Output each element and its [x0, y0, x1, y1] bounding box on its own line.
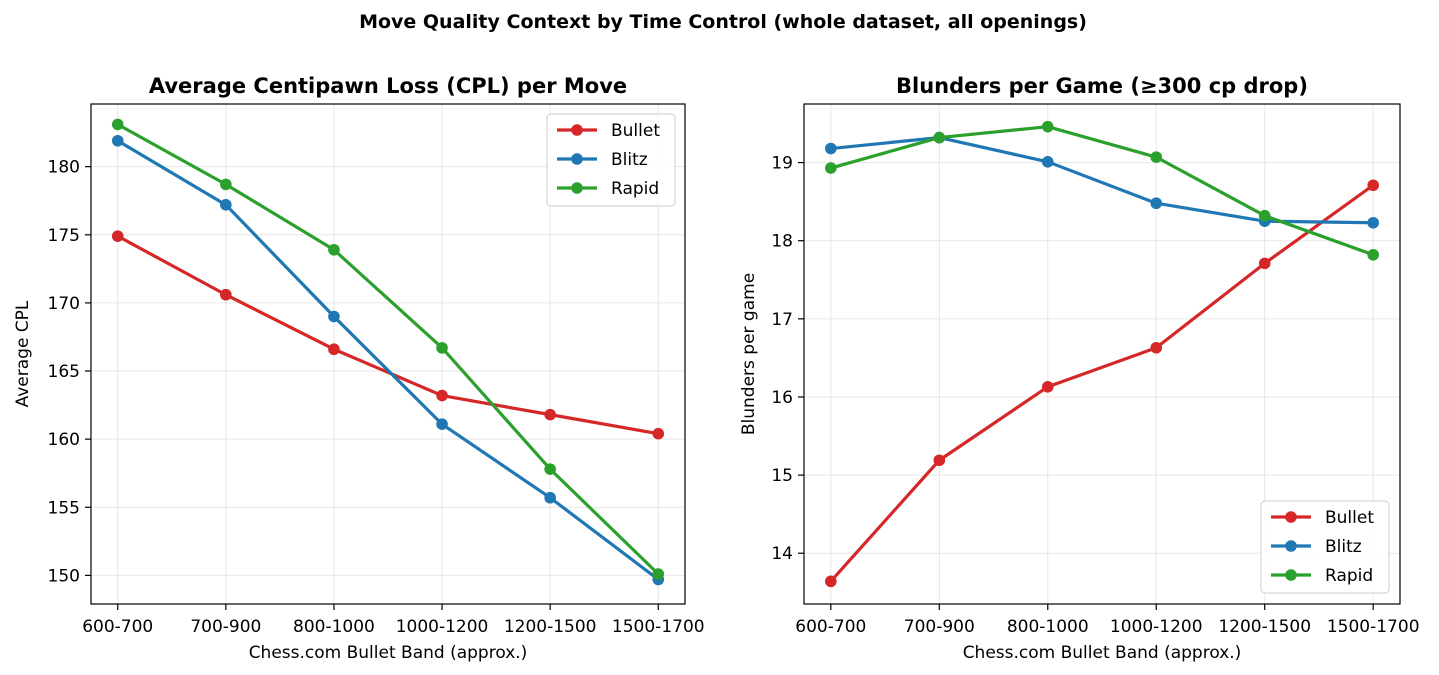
- cpl-x-tick-label: 700-900: [190, 617, 261, 637]
- cpl-point-bullet: [544, 408, 556, 421]
- cpl-point-blitz: [111, 134, 124, 147]
- cpl-y-tick-label: 170: [48, 294, 80, 314]
- blunders-point-blitz: [1150, 197, 1163, 210]
- cpl-x-axis-label: Chess.com Bullet Band (approx.): [249, 643, 528, 663]
- cpl-point-rapid: [220, 178, 232, 191]
- blunders-point-rapid: [1041, 120, 1054, 133]
- blunders-point-blitz: [1367, 216, 1379, 229]
- cpl-y-tick-label: 160: [48, 430, 80, 450]
- cpl-series-bullet: [111, 230, 665, 440]
- cpl-y-tick-label: 155: [48, 498, 80, 518]
- cpl-point-blitz: [328, 310, 340, 323]
- blunders-point-bullet: [933, 454, 946, 467]
- blunders-point-rapid: [933, 131, 946, 144]
- cpl-point-bullet: [436, 389, 448, 402]
- blunders-legend-label-rapid: Rapid: [1325, 566, 1373, 586]
- blunders-x-tick-label: 1500-1700: [1327, 617, 1420, 637]
- cpl-line-bullet: [116, 234, 659, 436]
- blunders-axes-frame: [803, 103, 1401, 605]
- blunders-x-tick-label: 1000-1200: [1110, 617, 1203, 637]
- blunders-legend-marker-bullet: [1285, 511, 1297, 523]
- blunders-point-bullet: [1367, 179, 1379, 192]
- blunders-legend-marker-rapid: [1285, 569, 1297, 581]
- blunders-point-rapid: [825, 162, 837, 174]
- cpl-legend-marker-rapid: [571, 182, 583, 194]
- cpl-series-rapid: [111, 118, 665, 580]
- cpl-point-rapid: [111, 118, 124, 131]
- cpl-legend-label-bullet: Bullet: [611, 121, 660, 141]
- figure-suptitle: Move Quality Context by Time Control (wh…: [359, 11, 1087, 33]
- blunders-legend: Bullet Blitz Rapid: [1260, 500, 1390, 594]
- blunders-line-rapid: [830, 125, 1374, 257]
- cpl-point-blitz: [220, 199, 232, 211]
- blunders-y-tick-label: 16: [771, 388, 793, 408]
- blunders-chart-title: Blunders per Game (≥300 cp drop): [896, 74, 1308, 98]
- cpl-y-tick-label: 175: [48, 226, 80, 246]
- blunders-point-bullet: [1258, 257, 1271, 270]
- cpl-legend-marker-blitz: [571, 153, 583, 165]
- blunders-point-bullet: [825, 575, 837, 588]
- blunders-point-bullet: [1150, 341, 1163, 354]
- blunders-legend-marker-blitz: [1285, 540, 1297, 552]
- blunders-x-tick-label: 1200-1500: [1218, 617, 1311, 637]
- cpl-y-tick-label: 150: [48, 566, 80, 586]
- cpl-x-tick-label: 600-700: [82, 617, 153, 637]
- cpl-y-axis-label: Average CPL: [13, 300, 33, 407]
- cpl-legend-label-blitz: Blitz: [611, 150, 648, 170]
- cpl-axes-frame: [90, 103, 686, 605]
- blunders-point-blitz: [1041, 156, 1054, 168]
- cpl-legend-label-rapid: Rapid: [611, 179, 659, 199]
- blunders-x-axis-label: Chess.com Bullet Band (approx.): [963, 643, 1242, 663]
- cpl-y-tick-label: 165: [48, 362, 80, 382]
- blunders-series-rapid: [825, 120, 1379, 261]
- cpl-line-blitz: [116, 139, 660, 581]
- cpl-point-rapid: [436, 342, 448, 354]
- cpl-x-tick-label: 1500-1700: [612, 617, 705, 637]
- cpl-x-tick-label: 800-1000: [293, 617, 375, 637]
- blunders-legend-label-bullet: Bullet: [1325, 508, 1374, 528]
- cpl-point-blitz: [544, 491, 556, 504]
- blunders-point-rapid: [1150, 151, 1163, 163]
- blunders-series-bullet: [825, 179, 1379, 588]
- blunders-x-tick-label: 700-900: [904, 617, 975, 637]
- cpl-point-bullet: [328, 343, 340, 356]
- blunders-x-tick-label: 800-1000: [1007, 617, 1089, 637]
- cpl-chart-panel: 600-700 700-900 800-1000 1000-1200 1200-1500…: [13, 74, 705, 663]
- cpl-y-tick-label: 180: [48, 158, 80, 178]
- cpl-x-tick-label: 1200-1500: [504, 617, 597, 637]
- blunders-y-tick-label: 19: [771, 154, 793, 174]
- cpl-x-tick-label: 1000-1200: [396, 617, 489, 637]
- cpl-point-bullet: [652, 427, 665, 440]
- blunders-point-rapid: [1367, 248, 1379, 261]
- blunders-line-bullet: [829, 183, 1375, 583]
- blunders-point-bullet: [1041, 381, 1054, 393]
- blunders-point-blitz: [825, 142, 837, 155]
- blunders-chart-panel: 600-700 700-900 800-1000 1000-1200 1200-1500…: [739, 74, 1420, 663]
- cpl-point-bullet: [220, 288, 232, 301]
- cpl-point-rapid: [328, 243, 340, 256]
- cpl-line-rapid: [116, 123, 660, 576]
- cpl-legend: Bullet Blitz Rapid: [546, 113, 676, 207]
- blunders-line-blitz: [830, 135, 1374, 225]
- blunders-y-tick-label: 17: [771, 310, 793, 330]
- blunders-y-axis-label: Blunders per game: [739, 273, 759, 435]
- blunders-y-tick-label: 18: [771, 232, 793, 252]
- cpl-point-rapid: [652, 568, 665, 580]
- cpl-legend-marker-bullet: [571, 124, 583, 136]
- blunders-point-rapid: [1258, 209, 1271, 222]
- cpl-point-rapid: [544, 463, 556, 475]
- blunders-legend-label-blitz: Blitz: [1325, 537, 1362, 557]
- cpl-chart-title: Average Centipawn Loss (CPL) per Move: [149, 74, 627, 98]
- cpl-point-blitz: [436, 418, 448, 430]
- blunders-y-tick-label: 14: [771, 544, 793, 564]
- blunders-x-tick-label: 600-700: [795, 617, 866, 637]
- blunders-y-tick-label: 15: [771, 466, 793, 486]
- cpl-point-bullet: [111, 230, 124, 242]
